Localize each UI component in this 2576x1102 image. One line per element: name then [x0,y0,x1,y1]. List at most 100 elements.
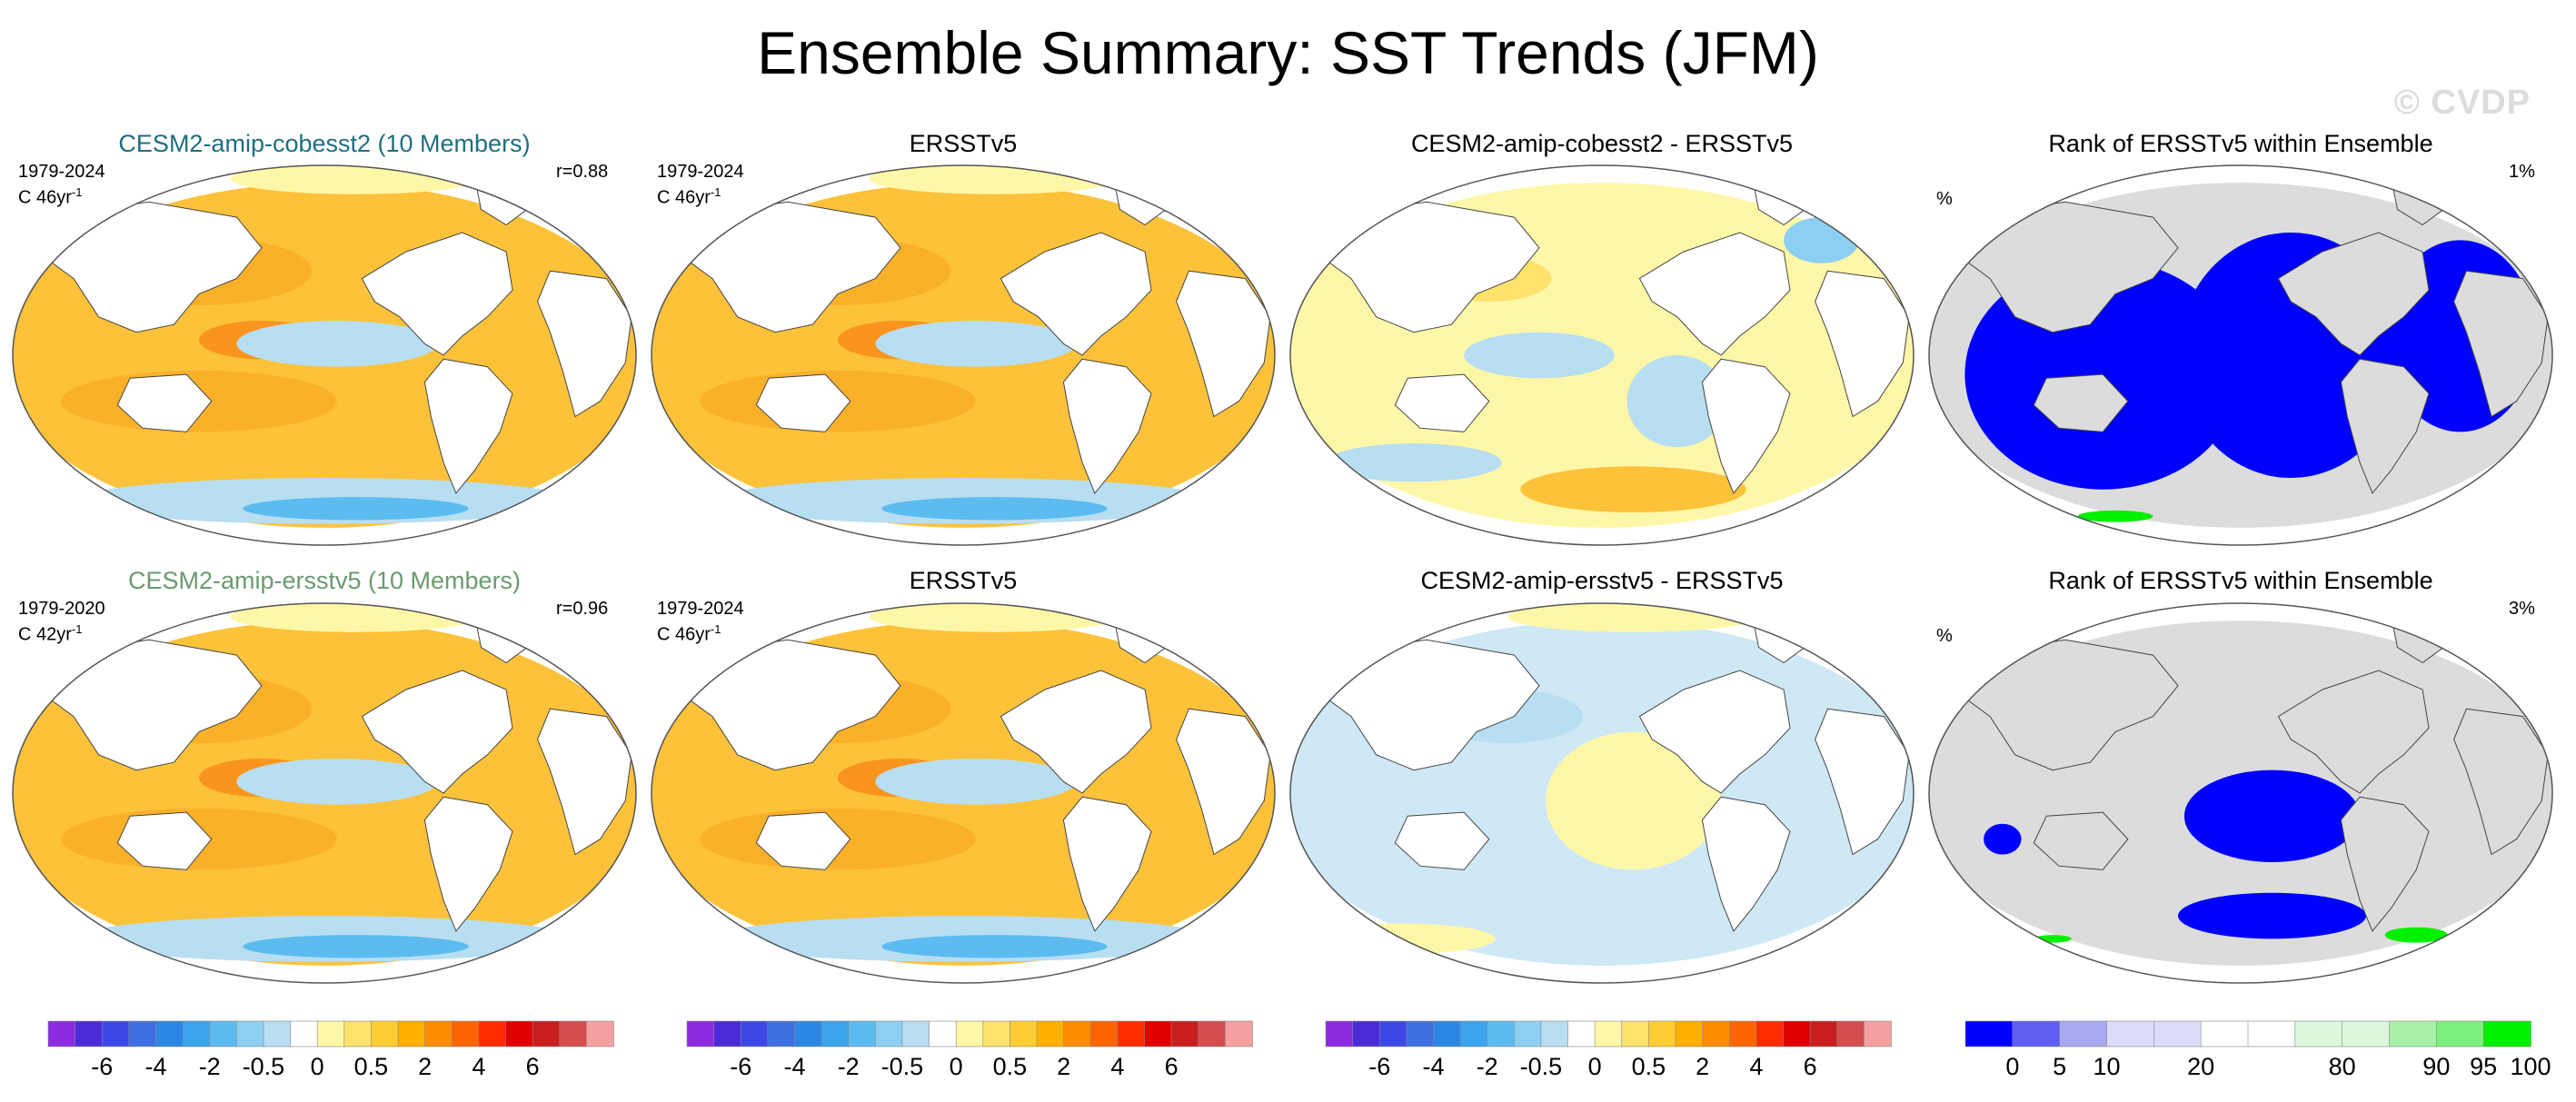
colorbar-swatch [2342,1020,2391,1047]
panel-title: Rank of ERSSTv5 within Ensemble [2048,130,2433,157]
continent-australia [2033,373,2129,432]
colorbar-trend [686,1020,1253,1047]
colorbar-swatch [1170,1020,1199,1047]
colorbar-swatch [559,1020,588,1047]
colorbar-swatch [397,1020,426,1047]
percent-label: 3% [2509,599,2535,619]
continent-southAmerica [1062,358,1152,494]
continent-southAmerica [2340,358,2430,494]
colorbar-swatch [1089,1020,1119,1047]
colorbar-swatch [1036,1020,1065,1047]
colorbar-tick-label: -6 [91,1053,114,1080]
continent-southAmerica [1701,796,1791,932]
correlation-label: r=0.88 [556,162,609,182]
panel-title: CESM2-amip-cobesst2 (10 Members) [118,130,531,157]
map-border [1928,602,2553,984]
trend-units-label: C 46yr-1 [657,619,721,646]
colorbar-swatch [2482,1020,2531,1047]
field-shading [1545,731,1722,870]
colorbar-tick-label: 0 [949,1053,963,1080]
map-diff2 [1289,602,1915,984]
continent-northAmerica [361,670,513,794]
colorbar-swatch [1648,1020,1676,1047]
colorbar-swatch [371,1020,399,1047]
field-shading [1520,466,1746,513]
continent-southAmerica [423,796,513,932]
continent-australia [755,811,851,870]
field-shading [1464,332,1615,379]
colorbar-swatch [1117,1020,1146,1047]
continent-africa [2453,708,2549,856]
continent-northAmerica [361,232,513,356]
continent-northAmerica [1638,232,1791,356]
continent-australia [1394,811,1490,870]
colorbar-swatch [586,1020,614,1047]
colorbar-swatch [316,1020,345,1047]
panel-title: ERSSTv5 [909,130,1018,157]
colorbar-tick-label: 2 [1696,1053,1710,1080]
panel-title: CESM2-amip-ersstv5 (10 Members) [127,567,522,594]
colorbar-swatch [290,1020,318,1047]
colorbar-tick-label: -0.5 [1519,1053,1563,1080]
colorbar-tick-label: 0 [310,1053,324,1080]
continent-southAmerica [2340,796,2430,932]
colorbar-tick-label: -2 [198,1053,221,1080]
colorbar-swatch [532,1020,561,1047]
colorbar-swatch [1755,1020,1785,1047]
colorbar-tick-label: 10 [2093,1053,2121,1080]
unit-label: % [1936,626,1953,646]
field-shading [1626,355,1727,448]
continent-northAmerica [1000,670,1152,794]
colorbar-swatch [929,1020,957,1047]
colorbar-swatch [1675,1020,1704,1047]
continent-northAmerica [2277,232,2430,356]
colorbar-tick-label: 4 [1110,1053,1125,1080]
field-shading [1984,823,2022,855]
colorbar-swatch [2012,1020,2061,1047]
continent-australia [116,811,213,870]
colorbar-tick-label: 100 [2510,1053,2551,1080]
unit-label: % [1936,189,1953,209]
period-label: 1979-2024 [657,599,744,619]
continent-africa [1176,708,1271,856]
colorbar-swatch [451,1020,480,1047]
continent-africa [537,708,632,856]
colorbar-swatch [2200,1020,2249,1047]
map-diff [1289,164,1915,546]
colorbar-swatch [982,1020,1011,1047]
continent-asia [1957,639,2179,771]
colorbar-swatch [1378,1020,1407,1047]
colorbar-tick-label: -6 [1368,1053,1391,1080]
colorbar-swatch [1225,1020,1253,1047]
colorbar-swatch [901,1020,930,1047]
colorbar-swatch [209,1020,238,1047]
continent-asia [1318,639,1540,771]
continent-northAmerica [2277,670,2430,794]
colorbar-tick-label: 4 [472,1053,486,1080]
panel-title: CESM2-amip-ersstv5 - ERSSTv5 [1420,567,1784,594]
colorbar-tick-label: -2 [1476,1053,1498,1080]
map-trend [651,164,1276,546]
colorbar-swatch [2389,1020,2438,1047]
colorbar-swatch [101,1020,130,1047]
correlation-label: r=0.96 [556,599,609,619]
colorbar-swatch [1063,1020,1092,1047]
map-trend [651,602,1276,984]
map-border [651,602,1276,984]
continent-australia [1394,373,1490,432]
continent-africa [537,270,632,418]
colorbar-tick-label: 80 [2328,1053,2356,1080]
colorbar-tick-label: 6 [1803,1053,1817,1080]
continent-africa [1815,270,1910,418]
colorbar-swatch [848,1020,877,1047]
field-shading [2178,892,2366,939]
continent-asia [41,201,263,333]
field-shading [2183,769,2361,862]
continent-southAmerica [1701,358,1791,494]
colorbar-tick-label: 5 [2053,1053,2067,1080]
map-border [1289,164,1915,546]
colorbar-tick-label: 0 [1587,1053,1602,1080]
continent-australia [755,373,851,432]
trend-units-text: C 46yr [657,187,711,208]
colorbar-swatch [1728,1020,1757,1047]
